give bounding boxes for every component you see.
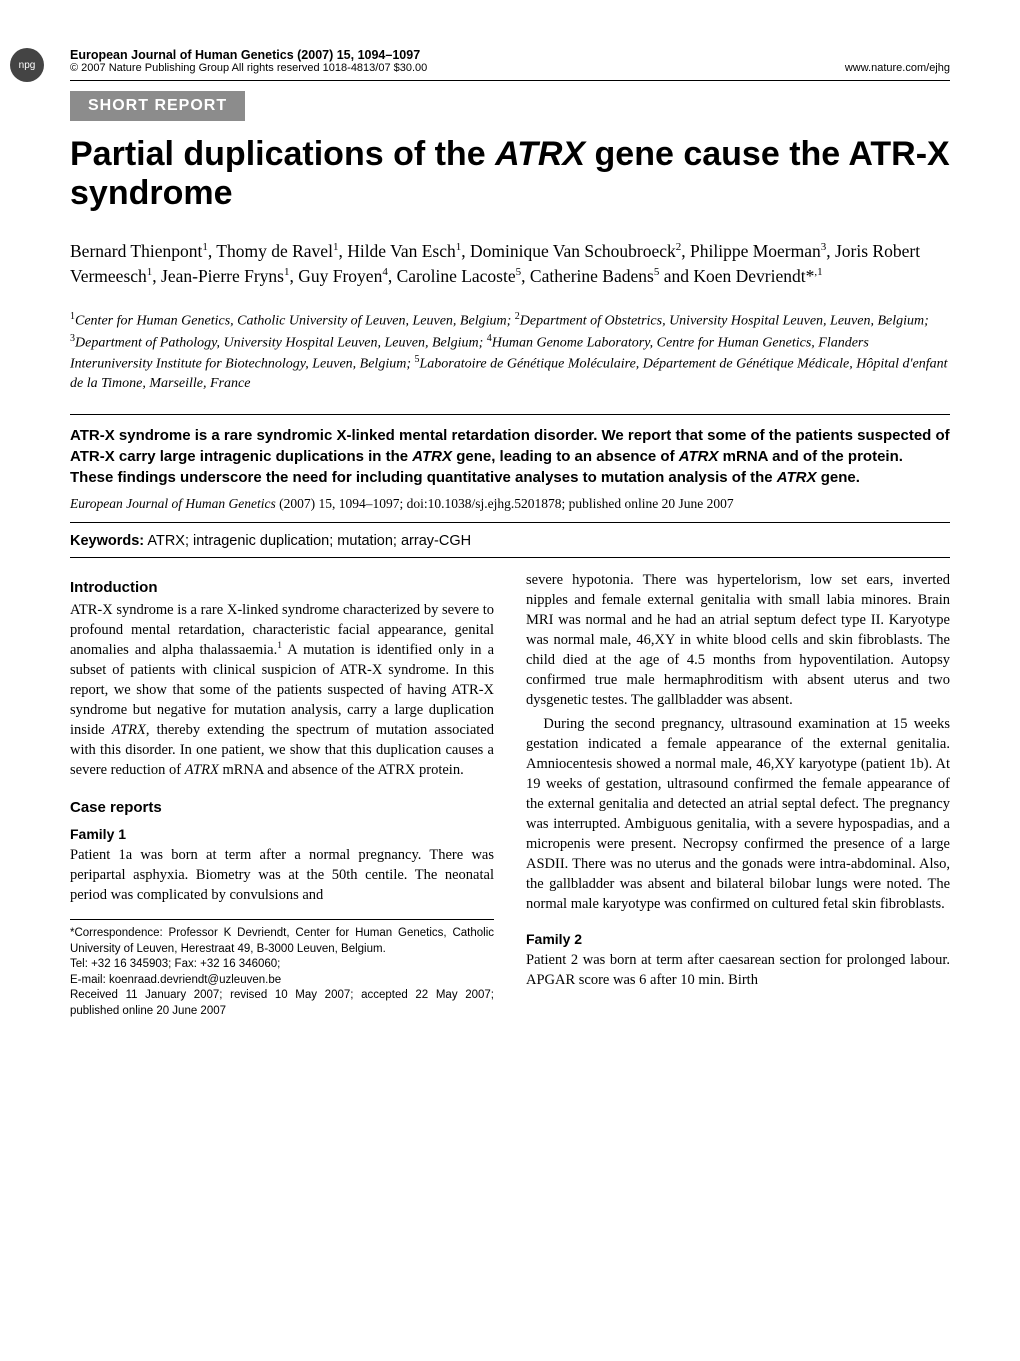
keywords-label: Keywords: <box>70 533 144 549</box>
case-reports-heading: Case reports <box>70 798 494 819</box>
family1-text: Patient 1a was born at term after a norm… <box>70 845 494 905</box>
tel-fax-line: Tel: +32 16 345903; Fax: +32 16 346060; <box>70 957 494 973</box>
title-gene: ATRX <box>495 135 585 173</box>
introduction-text: ATR-X syndrome is a rare X-linked syndro… <box>70 600 494 780</box>
abstract: ATR-X syndrome is a rare syndromic X-lin… <box>70 425 950 488</box>
post-keywords-rule <box>70 557 950 558</box>
correspondence-line: *Correspondence: Professor K Devriendt, … <box>70 926 494 957</box>
article-citation: European Journal of Human Genetics (2007… <box>70 496 950 512</box>
journal-citation: European Journal of Human Genetics (2007… <box>70 48 950 62</box>
correspondence-footnotes: *Correspondence: Professor K Devriendt, … <box>70 926 494 1019</box>
introduction-heading: Introduction <box>70 578 494 599</box>
family1-heading: Family 1 <box>70 825 494 844</box>
pre-abstract-rule <box>70 414 950 415</box>
title-pre: Partial duplications of the <box>70 135 495 173</box>
keywords-text: ATRX; intragenic duplication; mutation; … <box>144 533 471 549</box>
citation-rest: (2007) 15, 1094–1097; doi:10.1038/sj.ejh… <box>276 496 734 511</box>
affiliations: 1Center for Human Genetics, Catholic Uni… <box>70 310 950 394</box>
post-abstract-rule <box>70 522 950 523</box>
right-p2: During the second pregnancy, ultrasound … <box>526 714 950 914</box>
article-title: Partial duplications of the ATRX gene ca… <box>70 135 950 213</box>
received-line: Received 11 January 2007; revised 10 May… <box>70 988 494 1019</box>
section-label: SHORT REPORT <box>70 91 245 121</box>
citation-journal: European Journal of Human Genetics <box>70 496 276 511</box>
author-list: Bernard Thienpont1, Thomy de Ravel1, Hil… <box>70 239 950 288</box>
email-line: E-mail: koenraad.devriendt@uzleuven.be <box>70 973 494 989</box>
family2-text: Patient 2 was born at term after caesare… <box>526 950 950 990</box>
publisher-badge: npg <box>10 48 44 82</box>
family2-heading: Family 2 <box>526 930 950 949</box>
header-rule <box>70 80 950 81</box>
body-columns: Introduction ATR-X syndrome is a rare X-… <box>70 570 950 1020</box>
right-column: severe hypotonia. There was hyperteloris… <box>526 570 950 1020</box>
journal-header: European Journal of Human Genetics (2007… <box>70 48 950 74</box>
footnote-rule <box>70 919 494 920</box>
keywords: Keywords: ATRX; intragenic duplication; … <box>70 533 950 549</box>
left-column: Introduction ATR-X syndrome is a rare X-… <box>70 570 494 1020</box>
right-p1: severe hypotonia. There was hyperteloris… <box>526 570 950 710</box>
